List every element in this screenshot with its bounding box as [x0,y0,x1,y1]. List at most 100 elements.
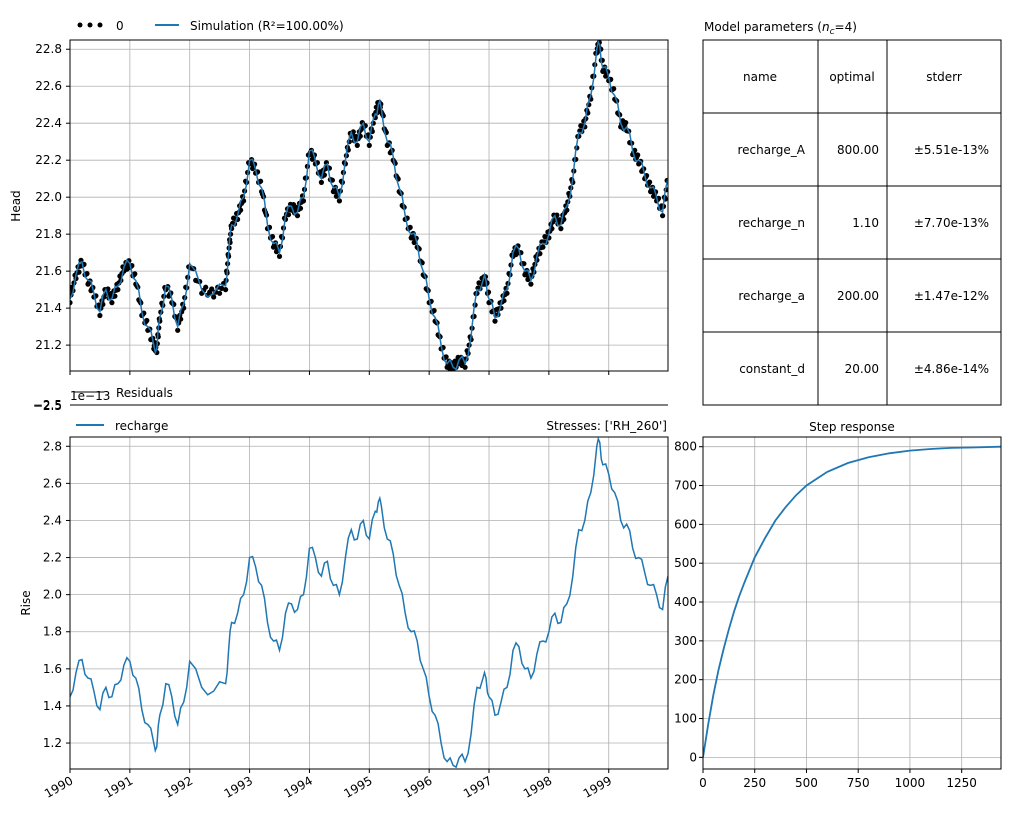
residuals-y-tick-label: −2.5 [33,399,62,413]
table-cell-stderr: ±4.86e-14% [914,362,989,376]
observed-point [504,290,510,296]
y-tick-label: 400 [674,595,697,609]
x-tick-label: 1997 [461,773,494,800]
observed-point [258,178,264,184]
table-cell-name: constant_d [739,362,805,376]
legend-observed-label: 0 [116,19,124,33]
y-tick-label: 21.6 [35,264,62,278]
table-cell-stderr: ±5.51e-13% [914,143,989,157]
head-legend: 0 Simulation (R²=100.00%) [77,19,344,33]
observed-point [407,224,413,230]
observed-point [521,261,527,267]
recharge-y-axis-label: Rise [19,590,33,615]
head-y-axis-label: Head [9,190,23,221]
x-tick-label: 1992 [162,773,195,800]
table-title-text: Model parameters ( [704,20,822,34]
observed-point [132,271,138,277]
residuals-offset-text: 1e−13 [70,389,110,403]
observed-point [660,213,666,219]
residuals-title: Residuals [116,386,173,400]
step-y-ticks: 0 100 200 300 400 500 600 700 800 [674,440,703,764]
table-title-n: n [822,20,830,34]
observed-point [211,294,217,300]
step-response-title: Step response [809,420,895,434]
observed-point [144,317,150,324]
y-tick-label: 1.6 [43,662,62,676]
recharge-line [70,437,668,769]
observed-point [97,312,103,319]
y-tick-label: 800 [674,440,697,454]
head-y-ticks: 21.2 21.4 21.6 21.8 22.0 22.2 22.4 22.6 22.8 [35,42,70,352]
x-tick-label: 1996 [401,773,434,800]
observed-point [84,271,90,277]
x-tick-label: 1995 [341,773,374,800]
simulation-line [70,40,668,371]
observed-point [540,244,546,250]
table-cell-stderr: ±7.70e-13% [914,216,989,230]
step-response-panel: Step response 0100200300400500600700800 … [674,420,1002,790]
x-tick-label: 1993 [222,773,255,800]
observed-point [109,300,115,306]
observed-point [354,142,360,148]
observed-point [623,120,629,126]
y-tick-label: 22.2 [35,153,62,167]
y-tick-label: 21.8 [35,227,62,241]
table-cell-optimal: 800.00 [837,143,879,157]
observed-point [558,226,564,232]
observed-point [611,86,617,92]
y-tick-label: 22.6 [35,79,62,93]
x-tick-label: 1998 [521,773,554,800]
y-tick-label: 600 [674,517,697,531]
observed-point [431,308,437,314]
y-tick-label: 100 [674,712,697,726]
table-title-subscript: c [830,27,835,37]
observed-point [223,287,229,293]
observed-point [285,212,292,218]
observed-point [70,300,73,306]
legend-simulation-label: Simulation (R²=100.00%) [190,19,344,33]
y-tick-label: 2.4 [43,513,62,527]
table-title: Model parameters (nc=4) [704,20,857,37]
y-tick-label: 1.4 [43,699,62,713]
y-tick-label: 200 [674,673,697,687]
y-tick-label: 2.8 [43,439,62,453]
table-cell-optimal: 1.10 [852,216,879,230]
observed-point [219,285,225,291]
observed-point [115,287,121,293]
legend-recharge-label: recharge [115,419,168,433]
y-tick-label: 22.4 [35,116,62,130]
table-cell-name: recharge_n [738,216,805,230]
legend-observed-marker [87,22,93,28]
table-title-rest: =4) [835,20,857,34]
x-tick-label: 1000 [895,776,926,790]
y-tick-label: 0 [689,750,697,764]
y-tick-label: 300 [674,634,697,648]
observed-point [462,364,468,370]
head-panel: 21.2 21.4 21.6 21.8 22.0 22.2 22.4 22.6 22.8 Hea… [9,19,669,375]
table-cell-optimal: 200.00 [837,289,879,303]
observed-point [647,179,653,185]
observed-point [443,354,449,360]
recharge-panel: 1.2 1.4 1.6 1.8 2.0 2.2 2.4 2.6 2.8 1990 1991 1992… [19,419,669,801]
y-tick-label: 2.0 [43,588,62,602]
x-tick-label: 0 [699,776,707,790]
y-tick-label: 21.4 [35,301,62,315]
table-header-name: name [743,70,777,84]
observed-point [336,198,342,204]
y-tick-label: 22.0 [35,190,62,204]
recharge-legend: recharge [76,419,168,433]
table-cell-name: recharge_a [738,289,805,303]
table-grid [702,39,1002,406]
residuals-y-tick-label: −2.5 [33,398,62,412]
y-tick-label: 2.2 [43,551,62,565]
table-header-optimal: optimal [829,70,874,84]
table-header-stderr: stderr [926,70,962,84]
y-tick-label: 1.2 [43,736,62,750]
table-cell-stderr: ±1.47e-12% [914,289,989,303]
y-tick-label: 22.8 [35,42,62,56]
observed-point [269,234,276,240]
observed-point [300,198,307,204]
x-tick-label: 1250 [946,776,977,790]
x-tick-label: 500 [795,776,818,790]
observed-point [217,290,223,296]
